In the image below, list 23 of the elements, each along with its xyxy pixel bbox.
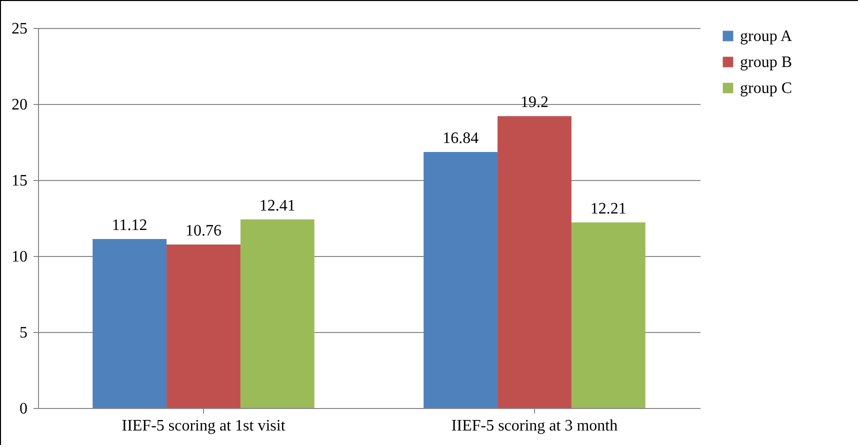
y-tick-label: 10 — [12, 248, 28, 266]
bar — [240, 219, 314, 408]
y-tick-label: 0 — [20, 400, 28, 418]
data-label: 11.12 — [112, 216, 148, 234]
y-tick-label: 5 — [20, 324, 28, 342]
data-label: 10.76 — [186, 222, 222, 240]
y-tick-label: 15 — [12, 172, 28, 190]
bar — [498, 116, 572, 408]
x-tick-label: IIEF-5 scoring at 3 month — [451, 418, 618, 434]
bar — [92, 238, 167, 408]
legend-label: group B — [740, 54, 792, 71]
data-label: 16.84 — [442, 130, 479, 148]
x-tick-label: IIEF-5 scoring at 1st visit — [122, 418, 286, 434]
legend-label: group A — [740, 28, 792, 45]
data-label: 19.2 — [520, 94, 548, 112]
data-label: 12.21 — [590, 200, 626, 218]
y-tick-label: 25 — [12, 20, 28, 38]
bar — [166, 244, 240, 408]
data-label: 12.41 — [259, 197, 296, 214]
bar — [571, 222, 646, 408]
bar — [424, 152, 498, 408]
legend-label: group C — [740, 80, 792, 97]
y-tick-label: 20 — [12, 96, 28, 114]
